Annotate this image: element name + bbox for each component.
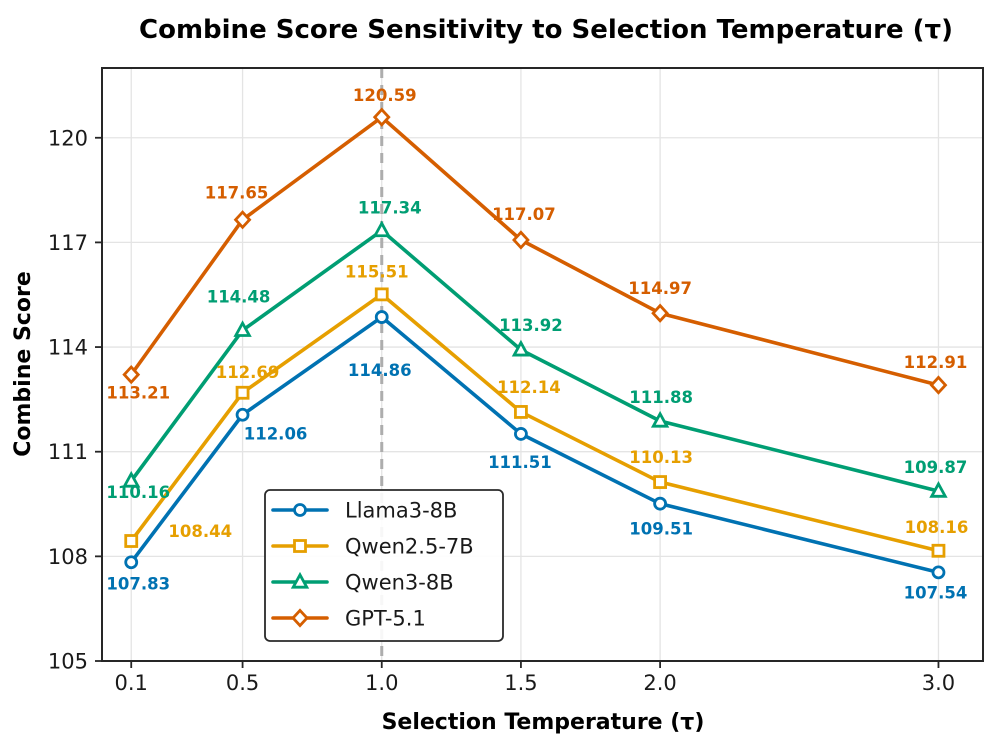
x-axis-label: Selection Temperature (τ) [382, 710, 705, 735]
y-axis-label: Combine Score [11, 271, 36, 457]
data-label: 117.65 [205, 184, 269, 203]
data-point-marker-circle [293, 503, 307, 517]
legend-label: Llama3-8B [345, 499, 457, 523]
data-point-marker-diamond [233, 210, 252, 230]
x-tick-label: 3.0 [922, 671, 955, 695]
chart-title: Combine Score Sensitivity to Selection T… [139, 15, 953, 45]
axes-frame [101, 67, 984, 662]
data-point-marker-triangle [511, 339, 531, 357]
data-point-marker-square [931, 543, 946, 558]
data-point-marker-triangle [650, 410, 670, 428]
data-point-marker-circle [514, 427, 528, 441]
data-label: 112.06 [244, 425, 308, 444]
data-label: 108.44 [168, 522, 232, 541]
data-point-marker-diamond [372, 107, 391, 127]
data-point-marker-square [514, 405, 528, 419]
data-label: 111.88 [629, 388, 693, 407]
legend-box [264, 489, 504, 642]
series-layer [122, 107, 948, 580]
data-point-marker-circle [124, 555, 139, 570]
data-label: 114.97 [628, 279, 692, 298]
legend-layer: Llama3-8B Qwen2.5-7B Qwen3-8B GPT-5.1 [264, 489, 504, 642]
y-tick-label: 120 [48, 126, 88, 150]
data-point-marker-diamond [651, 303, 670, 323]
y-tick-label: 108 [48, 545, 88, 569]
axes-frame-layer: 0.1 0.5 1.0 1.5 2.0 3.0 105 108 111 114 117 120 [48, 67, 984, 695]
data-label: 112.69 [216, 363, 280, 382]
data-point-marker-square [653, 475, 668, 489]
data-label: 115.51 [345, 262, 409, 281]
legend-label: GPT-5.1 [345, 607, 426, 631]
data-label: 113.21 [106, 384, 170, 403]
data-point-marker-square [124, 534, 139, 548]
x-tick-label: 0.1 [115, 671, 148, 695]
series-line-llama3-8b [129, 315, 941, 575]
data-label: 112.14 [497, 378, 561, 397]
data-point-marker-diamond [291, 608, 309, 628]
data-label: 111.51 [488, 453, 552, 472]
legend-label: Qwen3-8B [345, 571, 454, 595]
data-label: 109.51 [629, 520, 693, 539]
data-point-marker-circle [931, 565, 946, 580]
data-label: 107.54 [904, 583, 968, 602]
data-label: 117.07 [492, 205, 556, 224]
series-line-gpt-5.1 [129, 115, 941, 387]
y-tick-label: 105 [48, 650, 88, 674]
data-point-marker-square [235, 385, 250, 400]
y-tick-label: 117 [48, 231, 88, 255]
data-point-marker-square [293, 539, 307, 553]
data-label: 110.13 [629, 448, 693, 467]
data-point-marker-circle [235, 407, 250, 422]
data-point-marker-circle [653, 496, 668, 511]
data-label: 114.48 [207, 287, 271, 306]
data-point-marker-circle [374, 310, 389, 324]
data-point-marker-triangle [372, 220, 391, 238]
y-tick-label: 111 [48, 440, 88, 464]
data-label: 110.16 [106, 483, 170, 502]
data-point-marker-square [374, 287, 389, 302]
data-point-marker-diamond [929, 375, 948, 395]
data-label: 114.86 [348, 361, 412, 380]
data-label: 120.59 [353, 86, 417, 105]
series-line-qwen3-8b [129, 228, 941, 493]
x-tick-label: 1.0 [365, 671, 398, 695]
data-label: 108.16 [905, 518, 969, 537]
series-line-qwen2.5-7b [129, 292, 941, 553]
data-point-marker-triangle [122, 470, 141, 488]
legend-label: Qwen2.5-7B [345, 535, 474, 559]
data-label: 107.83 [106, 574, 170, 593]
data-point-marker-triangle [233, 320, 252, 337]
data-label: 117.34 [358, 199, 422, 218]
data-point-marker-diamond [512, 230, 530, 250]
data-point-marker-triangle [929, 481, 948, 498]
data-point-marker-triangle [290, 571, 310, 589]
x-tick-label: 0.5 [226, 671, 259, 695]
x-tick-label: 1.5 [504, 671, 537, 695]
x-tick-label: 2.0 [643, 671, 676, 695]
y-tick-label: 114 [48, 336, 88, 360]
data-label: 112.91 [904, 353, 968, 372]
data-point-marker-diamond [122, 364, 141, 385]
data-label-layer: 107.83 112.06 114.86 111.51 109.51 107.54 108.… [106, 86, 968, 602]
data-label: 109.87 [904, 458, 968, 477]
data-label: 113.92 [499, 316, 563, 335]
